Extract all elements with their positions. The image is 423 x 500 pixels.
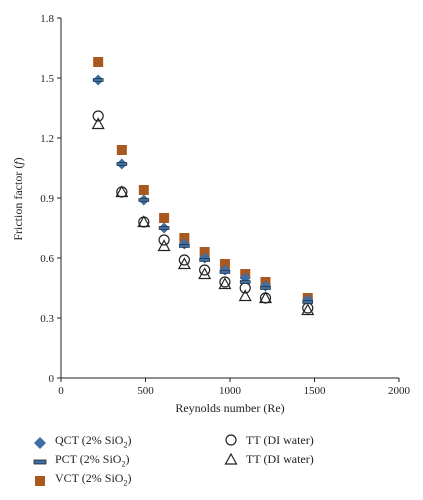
legend-item-tt-circle: TT (DI water) <box>224 431 314 449</box>
pct-point <box>239 280 251 284</box>
pct-point <box>158 226 170 230</box>
vct-point <box>159 213 170 223</box>
friction-factor-chart: 0 500 1000 1500 2000 0 0.3 0.6 0.9 1.2 1.5 1.8 Reyn… <box>11 13 411 415</box>
plot-axes <box>57 17 400 382</box>
y-axis-title-main: Friction factor ( <box>11 165 25 241</box>
vct-point <box>138 185 149 195</box>
data-marks <box>91 57 315 316</box>
tt-triangle-point <box>91 117 105 130</box>
pct-point <box>199 258 210 262</box>
square-marker-icon <box>35 475 45 486</box>
x-axis-title: Reynolds number (Re) <box>175 401 284 415</box>
tt-triangle-point <box>177 257 191 270</box>
pct-point <box>219 270 231 274</box>
tt-triangle-point <box>115 185 129 198</box>
legend-label-qct: QCT (2% SiO2) <box>55 433 132 450</box>
legend-item-tt-triangle: TT (DI water) <box>224 450 314 468</box>
tt-triangle-point <box>137 215 151 228</box>
y-tick-label: 0.3 <box>40 313 54 325</box>
legend-label-tt-triangle: TT (DI water) <box>246 452 314 466</box>
y-tick-label: 0.9 <box>40 193 54 205</box>
diamond-marker-icon <box>34 436 46 449</box>
pct-point <box>138 198 150 202</box>
legend-label-vct: VCT (2% SiO2) <box>55 471 132 488</box>
x-tick-label: 2000 <box>388 385 411 397</box>
y-tick-label: 1.5 <box>40 73 54 85</box>
y-tick-label: 0 <box>49 373 55 385</box>
tt-triangle-point <box>218 277 232 290</box>
tt-circle-point <box>219 276 231 288</box>
tt-triangle-point <box>157 239 171 252</box>
tt-circle-point <box>178 254 190 266</box>
dash-marker-icon <box>33 459 47 465</box>
vct-point <box>199 247 210 257</box>
tt-circle-point <box>158 234 170 246</box>
legend-item-pct: PCT (2% SiO2) <box>33 450 129 473</box>
x-tick-label: 1500 <box>304 385 327 397</box>
legend-item-qct: QCT (2% SiO2) <box>33 431 131 454</box>
triangle-marker-icon <box>224 452 238 465</box>
tick-labels: 0 500 1000 1500 2000 0 0.3 0.6 0.9 1.2 1.5 1.8 <box>40 13 410 397</box>
vct-point <box>93 57 104 67</box>
vct-point <box>219 259 230 269</box>
pct-point <box>116 162 128 166</box>
pct-point <box>179 244 190 248</box>
x-tick-label: 1000 <box>219 385 242 397</box>
tt-triangle-point <box>258 291 273 304</box>
y-axis-title-close: ) <box>11 157 25 161</box>
tt-circle-point <box>92 110 104 122</box>
y-tick-label: 1.2 <box>40 133 54 145</box>
tt-triangle-point <box>198 267 212 280</box>
tt-triangle-point <box>301 303 315 316</box>
pct-point <box>92 78 104 82</box>
y-axis-title: Friction factor (f) <box>11 157 25 240</box>
y-tick-label: 0.6 <box>40 253 54 265</box>
legend-item-vct: VCT (2% SiO2) <box>33 469 131 492</box>
vct-point <box>116 145 127 155</box>
vct-point <box>179 233 190 243</box>
tt-triangle-point <box>238 289 252 302</box>
tt-circle-point <box>199 264 211 276</box>
y-tick-label: 1.8 <box>40 13 54 25</box>
x-tick-label: 500 <box>137 385 154 397</box>
pct-point <box>302 300 314 304</box>
y-axis-title-f: f <box>11 160 25 165</box>
legend-label-tt-circle: TT (DI water) <box>246 433 314 447</box>
pct-point <box>260 286 271 290</box>
x-tick-label: 0 <box>58 385 64 397</box>
circle-marker-icon <box>225 434 237 446</box>
legend-label-pct: PCT (2% SiO2) <box>55 452 130 469</box>
